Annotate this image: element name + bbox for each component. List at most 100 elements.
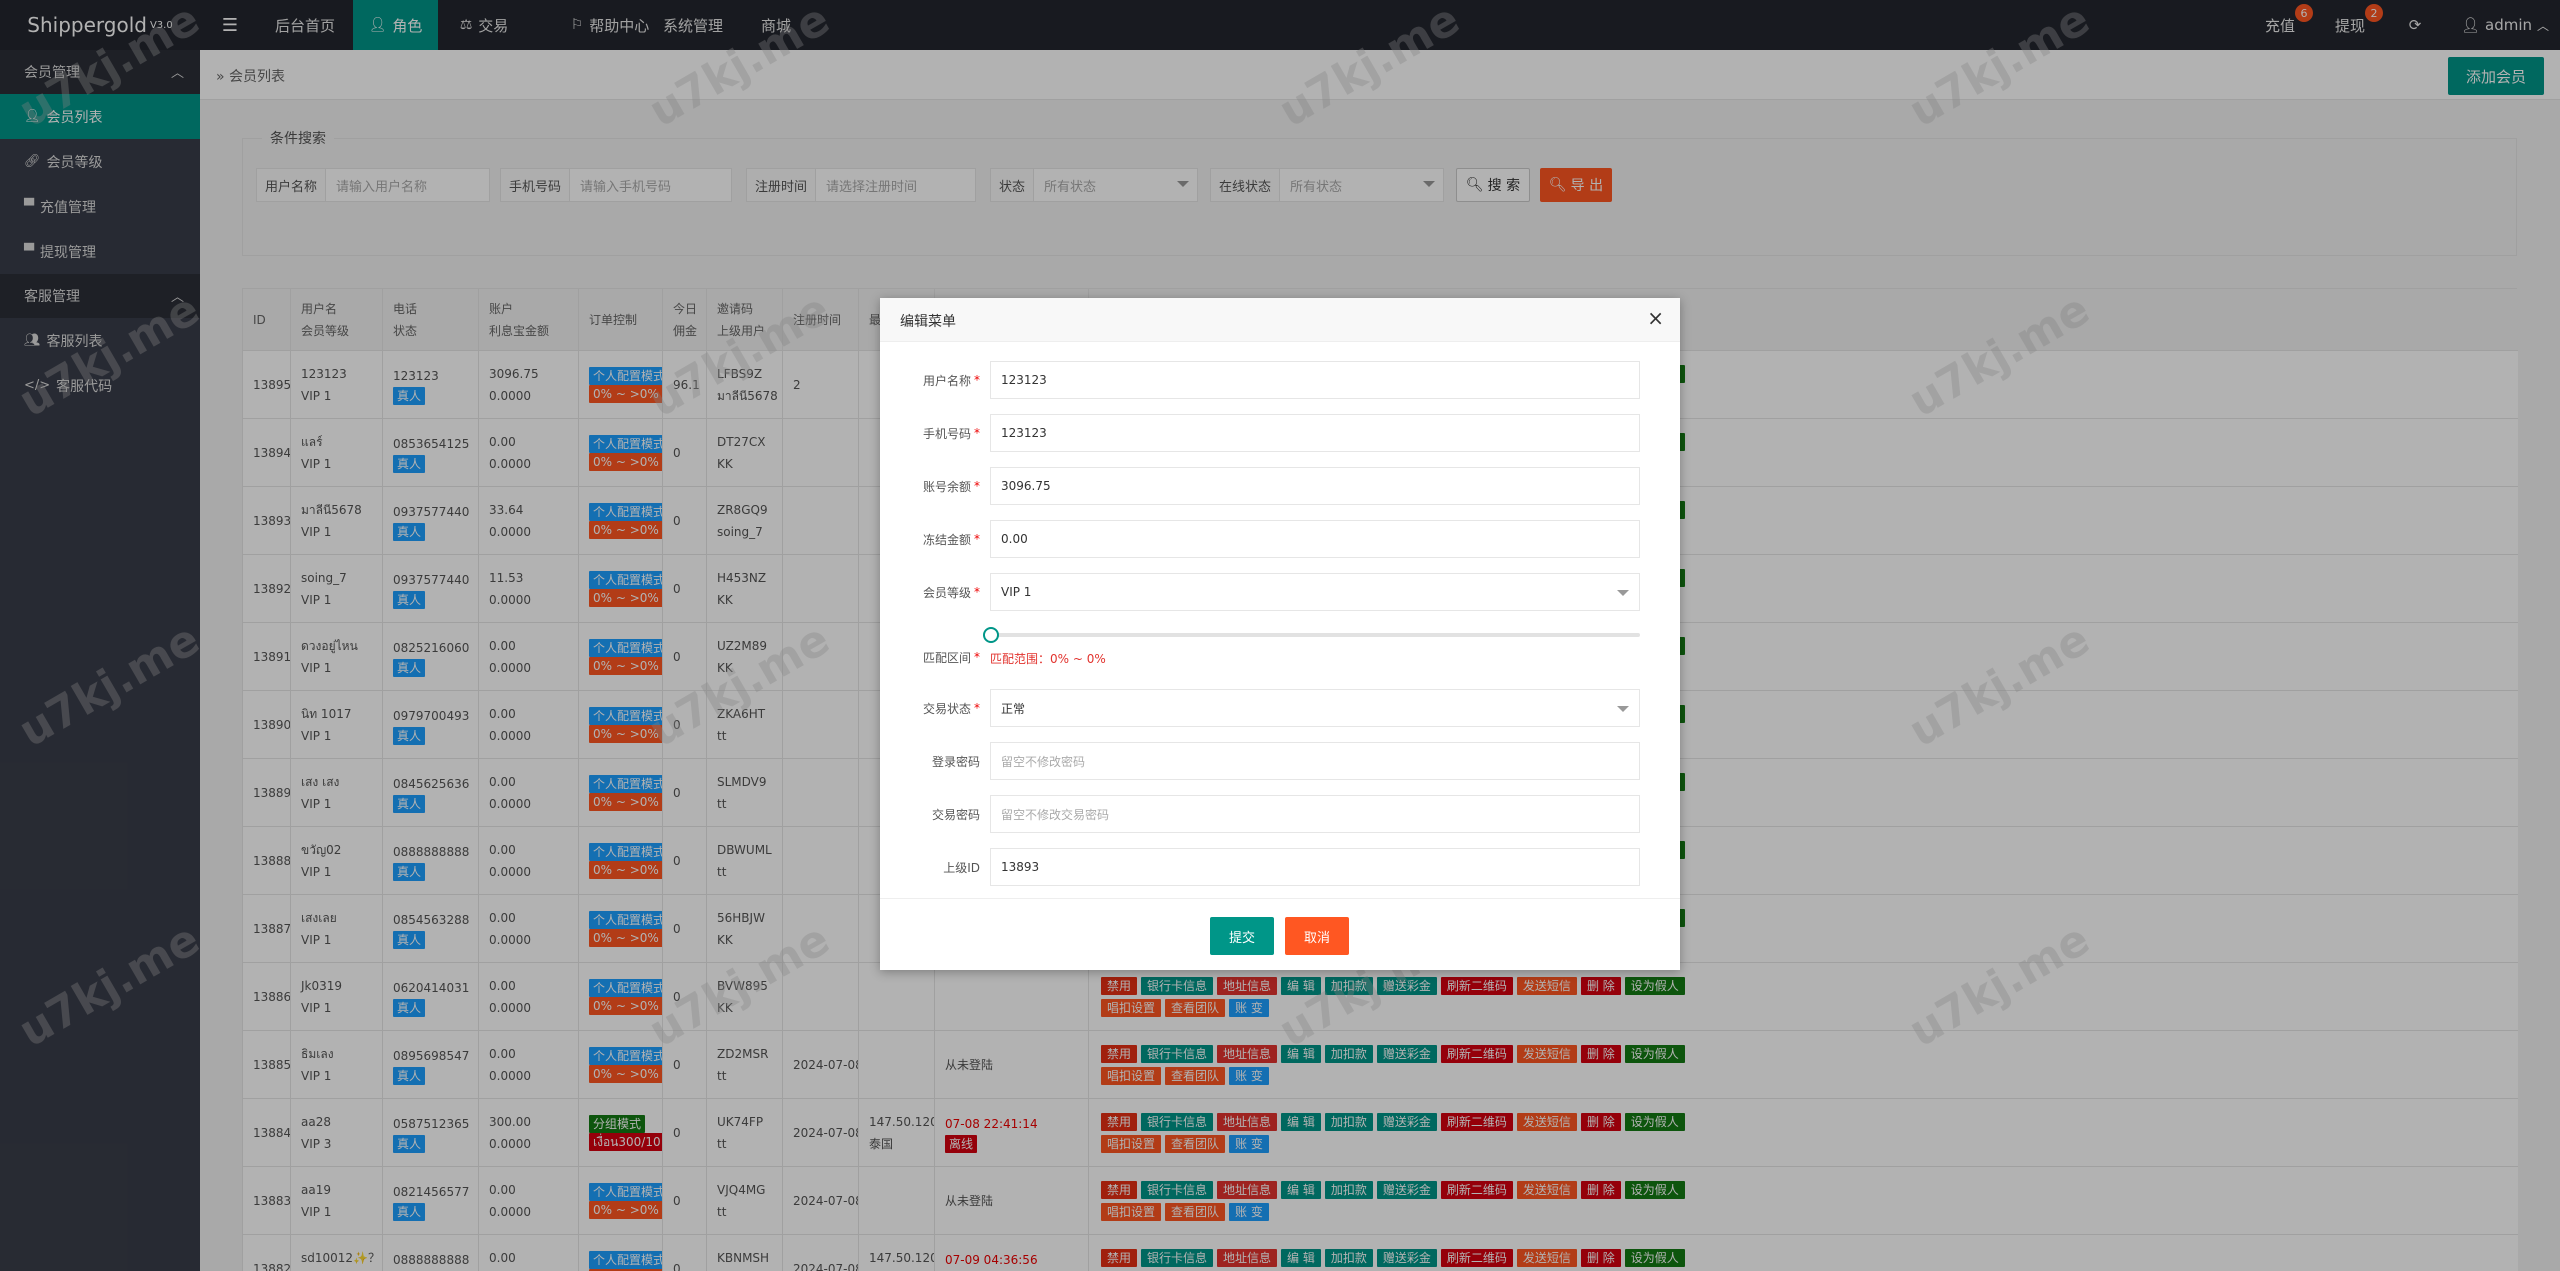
send-sms-button[interactable]: 发送短信: [1516, 1181, 1577, 1199]
gift-bonus-button[interactable]: 赠送彩金: [1376, 1113, 1437, 1131]
disable-button[interactable]: 禁用: [1101, 1249, 1138, 1267]
range-slider-track[interactable]: [990, 633, 1640, 637]
account-change-button[interactable]: 账 变: [1229, 1135, 1269, 1153]
address-info-button[interactable]: 地址信息: [1217, 1181, 1278, 1199]
order-mode-badge[interactable]: 个人配置模式: [589, 1251, 662, 1269]
send-sms-button[interactable]: 发送短信: [1516, 977, 1577, 995]
table-row[interactable]: 13886 Jk0319 VIP 1 0620414031 真人 0.00 0.0000 个人…: [243, 963, 2518, 1031]
order-mode-badge[interactable]: 个人配置模式: [589, 639, 662, 657]
nav-mall[interactable]: 商城: [750, 0, 802, 50]
edit-button[interactable]: 编 辑: [1281, 1045, 1321, 1063]
order-mode-badge[interactable]: 个人配置模式: [589, 503, 662, 521]
sidebar-item-withdraw[interactable]: ▀ 提现管理: [0, 229, 200, 274]
account-change-button[interactable]: 账 变: [1229, 1067, 1269, 1085]
add-deduct-button[interactable]: 加扣款: [1324, 1045, 1373, 1063]
send-sms-button[interactable]: 发送短信: [1516, 1249, 1577, 1267]
refresh-qr-button[interactable]: 刷新二维码: [1440, 1045, 1513, 1063]
set-fake-button[interactable]: 设为假人: [1624, 1181, 1685, 1199]
gift-bonus-button[interactable]: 赠送彩金: [1376, 1249, 1437, 1267]
disable-button[interactable]: 禁用: [1101, 1045, 1138, 1063]
deduct-setting-button[interactable]: 唱扣设置: [1101, 999, 1162, 1017]
phone-search-input[interactable]: 请输入手机号码: [580, 179, 672, 195]
add-member-button[interactable]: 添加会员: [2447, 57, 2544, 95]
submit-button[interactable]: 提交: [1210, 917, 1274, 955]
add-deduct-button[interactable]: 加扣款: [1324, 977, 1373, 995]
refresh-qr-button[interactable]: 刷新二维码: [1440, 1181, 1513, 1199]
order-mode-badge[interactable]: 个人配置模式: [589, 775, 662, 793]
recharge-link[interactable]: 充值 6: [2250, 0, 2313, 50]
address-info-button[interactable]: 地址信息: [1217, 977, 1278, 995]
order-mode-badge[interactable]: 个人配置模式: [589, 1183, 662, 1201]
login-password-input[interactable]: 留空不修改密码: [990, 742, 1640, 780]
nav-home[interactable]: 后台首页: [255, 0, 355, 50]
delete-button[interactable]: 删 除: [1580, 1113, 1621, 1131]
disable-button[interactable]: 禁用: [1101, 1181, 1138, 1199]
edit-button[interactable]: 编 辑: [1281, 1181, 1321, 1199]
trade-password-input[interactable]: 留空不修改交易密码: [990, 795, 1640, 833]
set-fake-button[interactable]: 设为假人: [1624, 1045, 1685, 1063]
sidebar-item-recharge[interactable]: ▀ 充值管理: [0, 184, 200, 229]
set-fake-button[interactable]: 设为假人: [1624, 1249, 1685, 1267]
sidebar-item-service-code[interactable]: </> 客服代码: [0, 363, 200, 408]
bank-info-button[interactable]: 银行卡信息: [1141, 1113, 1214, 1131]
sidebar-group-service[interactable]: 客服管理 ︿: [0, 274, 200, 318]
frozen-input[interactable]: 0.00: [990, 520, 1640, 558]
regtime-search-input[interactable]: 请选择注册时间: [826, 179, 918, 195]
deduct-setting-button[interactable]: 唱扣设置: [1101, 1203, 1162, 1221]
table-row[interactable]: 13883 aa19 VIP 1 0821456577 真人 0.00 0.0000 个人配置…: [243, 1167, 2518, 1235]
order-mode-badge[interactable]: 个人配置模式: [589, 911, 662, 929]
edit-button[interactable]: 编 辑: [1281, 1249, 1321, 1267]
address-info-button[interactable]: 地址信息: [1217, 1045, 1278, 1063]
view-team-button[interactable]: 查看团队: [1165, 999, 1226, 1017]
view-team-button[interactable]: 查看团队: [1165, 1203, 1226, 1221]
view-team-button[interactable]: 查看团队: [1165, 1067, 1226, 1085]
table-row[interactable]: 13884 aa28 VIP 3 0587512365 真人 300.00 0.0000 分组…: [243, 1099, 2518, 1167]
refresh-qr-button[interactable]: 刷新二维码: [1440, 1113, 1513, 1131]
parent-id-input[interactable]: 13893: [990, 848, 1640, 886]
order-mode-badge[interactable]: 个人配置模式: [589, 979, 662, 997]
withdraw-link[interactable]: 提现 2: [2320, 0, 2383, 50]
order-mode-badge[interactable]: 个人配置模式: [589, 571, 662, 589]
add-deduct-button[interactable]: 加扣款: [1324, 1113, 1373, 1131]
phone-input[interactable]: 123123: [990, 414, 1640, 452]
deduct-setting-button[interactable]: 唱扣设置: [1101, 1135, 1162, 1153]
balance-input[interactable]: 3096.75: [990, 467, 1640, 505]
address-info-button[interactable]: 地址信息: [1217, 1113, 1278, 1131]
add-deduct-button[interactable]: 加扣款: [1324, 1181, 1373, 1199]
sidebar-item-member-list[interactable]: 👤︎ 会员列表: [0, 94, 200, 139]
bank-info-button[interactable]: 银行卡信息: [1141, 977, 1214, 995]
disable-button[interactable]: 禁用: [1101, 1113, 1138, 1131]
delete-button[interactable]: 删 除: [1580, 1181, 1621, 1199]
refresh-qr-button[interactable]: 刷新二维码: [1440, 977, 1513, 995]
address-info-button[interactable]: 地址信息: [1217, 1249, 1278, 1267]
user-menu[interactable]: 👤︎ admin ︿: [2450, 0, 2560, 50]
nav-help[interactable]: ⚐ 帮助中心: [540, 0, 680, 50]
username-input[interactable]: 123123: [990, 361, 1640, 399]
gift-bonus-button[interactable]: 赠送彩金: [1376, 1045, 1437, 1063]
status-select[interactable]: 所有状态: [1044, 179, 1097, 195]
app-logo[interactable]: Shippergold V3.0: [0, 0, 200, 50]
bank-info-button[interactable]: 银行卡信息: [1141, 1181, 1214, 1199]
order-mode-badge[interactable]: 个人配置模式: [589, 435, 662, 453]
bank-info-button[interactable]: 银行卡信息: [1141, 1249, 1214, 1267]
cancel-button[interactable]: 取消: [1285, 917, 1349, 955]
delete-button[interactable]: 删 除: [1580, 1249, 1621, 1267]
order-mode-badge[interactable]: 个人配置模式: [589, 843, 662, 861]
edit-button[interactable]: 编 辑: [1281, 977, 1321, 995]
table-row[interactable]: 13885 ธิมเลง VIP 1 0895698547 真人 0.00 0.0000 个人…: [243, 1031, 2518, 1099]
add-deduct-button[interactable]: 加扣款: [1324, 1249, 1373, 1267]
delete-button[interactable]: 删 除: [1580, 977, 1621, 995]
online-select[interactable]: 所有状态: [1290, 179, 1343, 195]
nav-system[interactable]: 系统管理: [650, 0, 736, 50]
view-team-button[interactable]: 查看团队: [1165, 1135, 1226, 1153]
order-mode-badge[interactable]: 个人配置模式: [589, 367, 662, 385]
sidebar-group-members[interactable]: 会员管理 ︿: [0, 50, 200, 94]
account-change-button[interactable]: 账 变: [1229, 999, 1269, 1017]
range-slider-handle[interactable]: [983, 627, 999, 643]
close-icon[interactable]: ×: [1647, 306, 1664, 330]
delete-button[interactable]: 删 除: [1580, 1045, 1621, 1063]
gift-bonus-button[interactable]: 赠送彩金: [1376, 977, 1437, 995]
search-button[interactable]: 🔍︎ 搜 索: [1456, 168, 1530, 202]
refresh-icon[interactable]: ⟳: [2408, 16, 2422, 34]
gift-bonus-button[interactable]: 赠送彩金: [1376, 1181, 1437, 1199]
